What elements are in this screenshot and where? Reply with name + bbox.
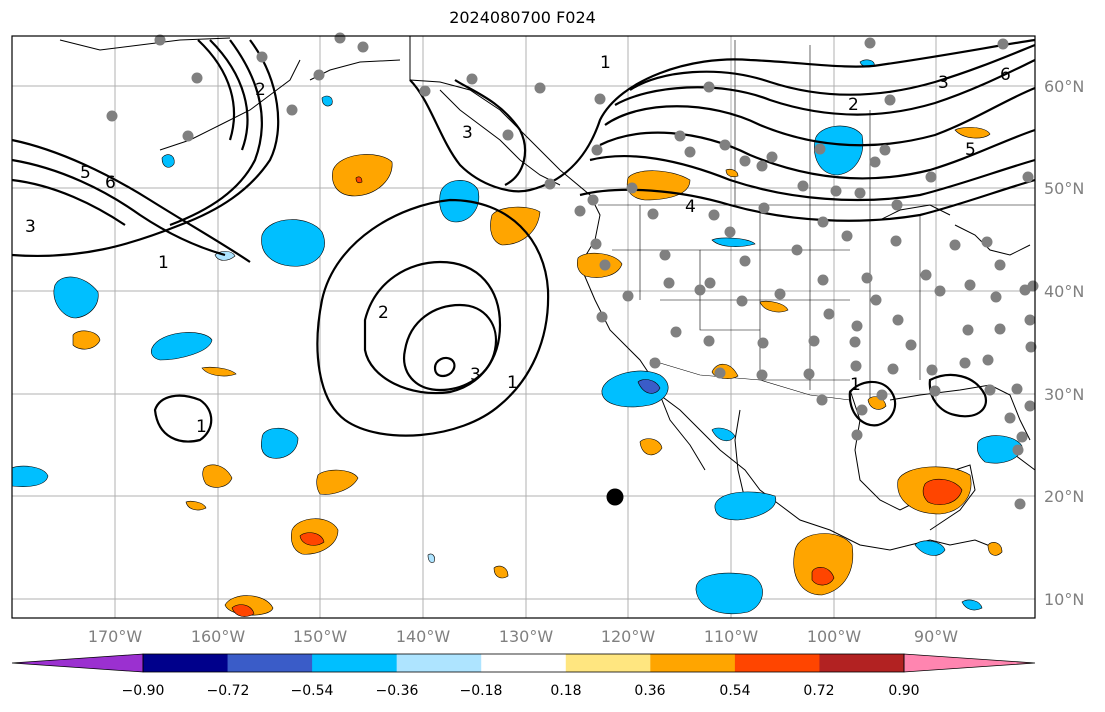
contour-label: 1 <box>600 53 611 73</box>
colorbar-segment <box>396 654 482 672</box>
contour-label: 3 <box>25 217 36 237</box>
colorbar <box>12 654 1035 672</box>
station-dots <box>106 32 1039 510</box>
lat-label: 20°N <box>1044 487 1085 506</box>
lon-label: 130°W <box>498 627 554 646</box>
colorbar-tick-label: −0.54 <box>290 683 334 699</box>
colorbar-segment <box>565 654 651 672</box>
positive-anomaly-patches <box>72 127 1003 617</box>
contour-lines <box>11 38 1036 443</box>
lon-label: 120°W <box>600 627 656 646</box>
colorbar-tick-label: −0.18 <box>459 683 503 699</box>
colorbar-segment <box>312 654 398 672</box>
colorbar-segment <box>143 654 229 672</box>
colorbar-tick-label: 0.72 <box>803 683 835 699</box>
contour-label: 1 <box>196 417 207 437</box>
lon-label: 150°W <box>292 627 348 646</box>
map-title: 2024080700 F024 <box>449 8 596 27</box>
colorbar-tick-label: 0.36 <box>634 683 666 699</box>
lat-label: 30°N <box>1044 385 1085 404</box>
lat-label: 10°N <box>1044 590 1085 609</box>
contour-label: 3 <box>938 73 949 93</box>
contour-label: 5 <box>80 163 91 183</box>
colorbar-segment <box>734 654 820 672</box>
contour-label: 1 <box>507 373 518 393</box>
contour-label: 2 <box>848 95 859 115</box>
contour-label: 6 <box>1000 65 1011 85</box>
lat-label: 60°N <box>1044 77 1085 96</box>
colorbar-tick-label: −0.72 <box>206 683 250 699</box>
lon-label: 170°W <box>87 627 143 646</box>
lon-label: 140°W <box>395 627 451 646</box>
map-area <box>12 36 1035 618</box>
colorbar-segment <box>227 654 313 672</box>
lat-label: 40°N <box>1044 282 1085 301</box>
colorbar-frame <box>11 653 1036 673</box>
lon-label: 110°W <box>703 627 759 646</box>
colorbar-tick-label: 0.18 <box>550 683 582 699</box>
colorbar-segment <box>650 654 736 672</box>
lat-label: 50°N <box>1044 179 1085 198</box>
colorbar-segment <box>481 654 567 672</box>
contour-label: 3 <box>470 365 481 385</box>
contour-label: 2 <box>255 80 266 100</box>
contour-label-group: 3 1 6 5 2 2 3 1 1 3 1 4 2 3 6 5 1 <box>25 53 1011 437</box>
lon-label: 100°W <box>806 627 862 646</box>
storm-center-marker <box>606 488 624 506</box>
contour-label: 6 <box>105 173 116 193</box>
graticule <box>12 36 1035 618</box>
colorbar-extend-low <box>12 654 143 672</box>
lon-label: 160°W <box>190 627 246 646</box>
political-borders <box>598 40 1035 401</box>
colorbar-tick-label: −0.36 <box>375 683 419 699</box>
contour-label: 1 <box>158 253 169 273</box>
contour-label: 5 <box>965 140 976 160</box>
colorbar-segment <box>819 654 905 672</box>
colorbar-tick-label: 0.54 <box>719 683 751 699</box>
colorbar-tick-label: 0.90 <box>888 683 920 699</box>
contour-label: 2 <box>378 303 389 323</box>
lon-label: 90°W <box>913 627 959 646</box>
contour-label: 1 <box>850 375 861 395</box>
colorbar-tick-label: −0.90 <box>121 683 165 699</box>
colorbar-extend-high <box>904 654 1035 672</box>
map-frame <box>11 35 1036 619</box>
contour-label: 3 <box>462 123 473 143</box>
contour-label: 4 <box>685 197 696 217</box>
